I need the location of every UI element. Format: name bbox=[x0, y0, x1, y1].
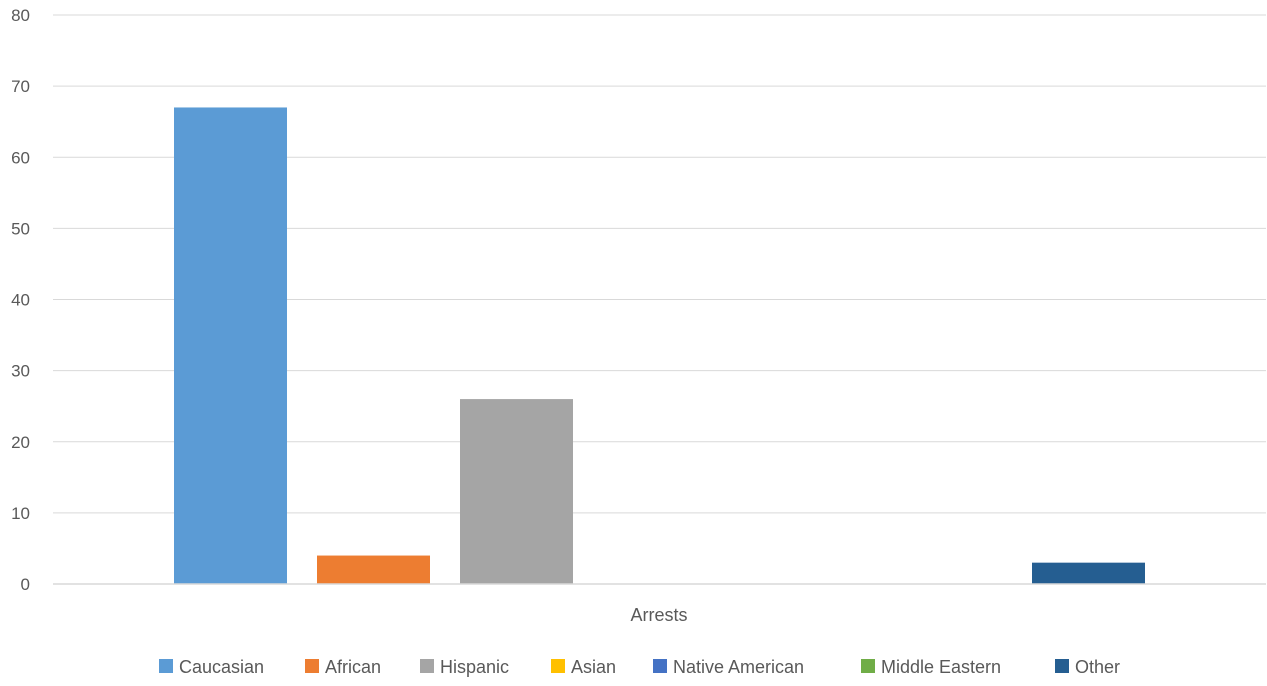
y-tick-label: 0 bbox=[21, 575, 30, 594]
legend-label: Caucasian bbox=[179, 657, 264, 677]
legend-swatch bbox=[420, 659, 434, 673]
legend: Caucasian African Hispanic Asian Native Amer… bbox=[159, 657, 1120, 677]
legend-swatch bbox=[1055, 659, 1069, 673]
bar-other bbox=[1032, 562, 1145, 584]
y-tick-label: 40 bbox=[11, 291, 30, 310]
y-tick-label: 70 bbox=[11, 77, 30, 96]
category-label: Arrests bbox=[630, 605, 687, 625]
y-tick-label: 10 bbox=[11, 504, 30, 523]
bar-african bbox=[317, 555, 430, 584]
legend-label: African bbox=[325, 657, 381, 677]
legend-swatch bbox=[305, 659, 319, 673]
legend-swatch bbox=[861, 659, 875, 673]
y-tick-label: 50 bbox=[11, 219, 30, 238]
y-tick-label: 80 bbox=[11, 6, 30, 25]
bars bbox=[174, 107, 1145, 585]
legend-item-other: Other bbox=[1055, 657, 1120, 677]
legend-label: Native American bbox=[673, 657, 804, 677]
x-axis-category-labels: Arrests bbox=[630, 605, 687, 625]
y-tick-label: 30 bbox=[11, 362, 30, 381]
legend-label: Middle Eastern bbox=[881, 657, 1001, 677]
legend-item-native-american: Native American bbox=[653, 657, 804, 677]
legend-item-asian: Asian bbox=[551, 657, 616, 677]
bar-hispanic bbox=[460, 399, 573, 584]
legend-label: Other bbox=[1075, 657, 1120, 677]
legend-label: Hispanic bbox=[440, 657, 509, 677]
bar-caucasian bbox=[174, 107, 287, 585]
legend-swatch bbox=[653, 659, 667, 673]
y-tick-label: 60 bbox=[11, 148, 30, 167]
y-axis-tick-labels: 0 10 20 30 40 50 60 70 80 bbox=[11, 6, 30, 594]
legend-item-middle-eastern: Middle Eastern bbox=[861, 657, 1001, 677]
legend-swatch bbox=[159, 659, 173, 673]
y-tick-label: 20 bbox=[11, 433, 30, 452]
legend-item-caucasian: Caucasian bbox=[159, 657, 264, 677]
legend-item-hispanic: Hispanic bbox=[420, 657, 509, 677]
legend-item-african: African bbox=[305, 657, 381, 677]
legend-swatch bbox=[551, 659, 565, 673]
legend-label: Asian bbox=[571, 657, 616, 677]
